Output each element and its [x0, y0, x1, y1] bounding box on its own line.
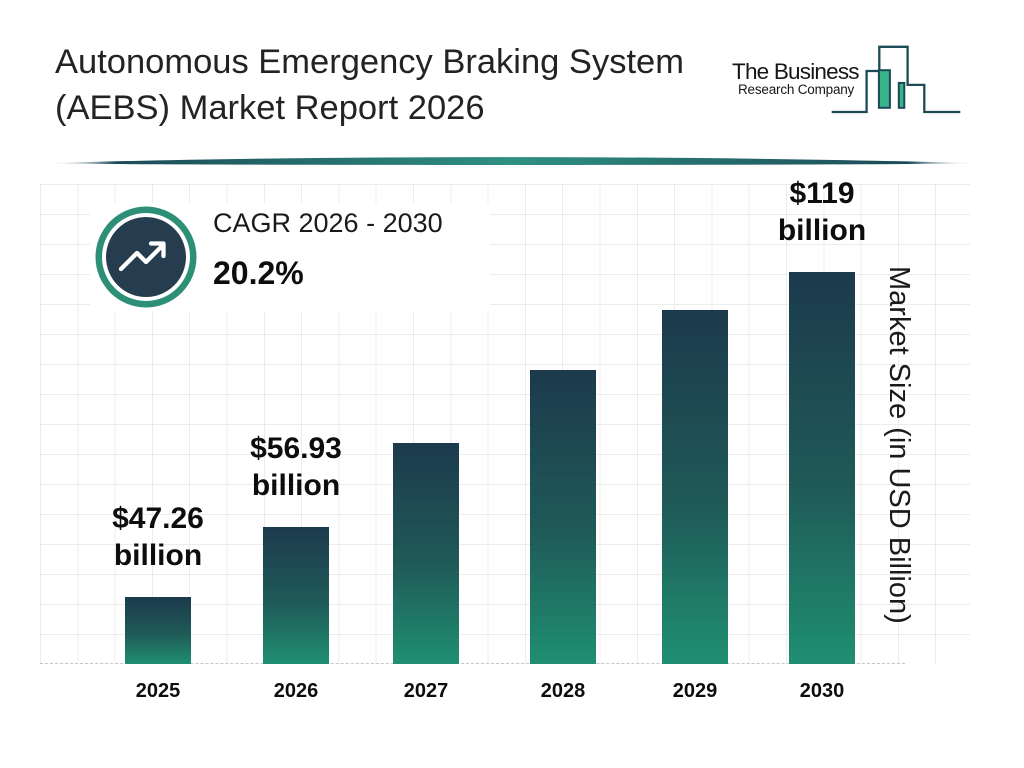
svg-text:Research Company: Research Company [738, 82, 855, 97]
svg-text:The Business: The Business [732, 59, 859, 84]
